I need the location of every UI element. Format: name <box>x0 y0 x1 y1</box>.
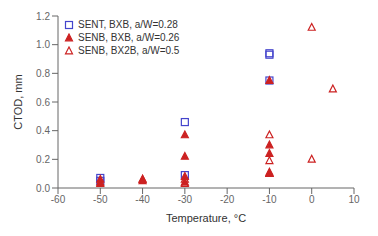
svg-text:-10: -10 <box>262 194 277 205</box>
svg-text:-50: -50 <box>93 194 108 205</box>
svg-text:1.2: 1.2 <box>36 11 50 22</box>
svg-text:-40: -40 <box>135 194 150 205</box>
svg-text:CTOD, mm: CTOD, mm <box>12 74 24 129</box>
html-text:SENB, BX2B, a/W=0.5: SENB, BX2B, a/W=0.5 <box>78 45 180 56</box>
svg-text:0.0: 0.0 <box>36 183 50 194</box>
svg-text:0.8: 0.8 <box>36 68 50 79</box>
svg-text:1.0: 1.0 <box>36 39 50 50</box>
svg-text:10: 10 <box>348 194 360 205</box>
svg-text:0.2: 0.2 <box>36 154 50 165</box>
html-text:SENB, BXB, a/W=0.26: SENB, BXB, a/W=0.26 <box>78 32 180 43</box>
svg-text:-60: -60 <box>51 194 66 205</box>
html-text:SENT, BXB, a/W=0.28: SENT, BXB, a/W=0.28 <box>78 19 178 30</box>
svg-text:0: 0 <box>309 194 315 205</box>
svg-text:0.4: 0.4 <box>36 125 50 136</box>
svg-text:0.6: 0.6 <box>36 97 50 108</box>
svg-text:-30: -30 <box>178 194 193 205</box>
svg-text:-20: -20 <box>220 194 235 205</box>
svg-text:Temperature, °C: Temperature, °C <box>166 212 246 224</box>
